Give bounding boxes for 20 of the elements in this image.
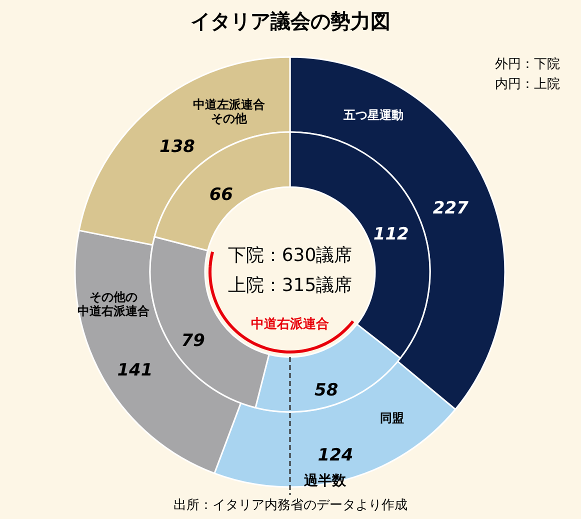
text: 内円：上院 bbox=[495, 77, 560, 92]
slice-label: 五つ星運動 bbox=[342, 108, 404, 122]
data-label: 138 bbox=[160, 136, 196, 157]
data-label: 79 bbox=[181, 331, 206, 352]
text: 上院：315議席 bbox=[228, 275, 352, 296]
text: 中道右派連合 bbox=[251, 316, 329, 332]
text: 出所：イタリア内務省のデータより作成 bbox=[174, 498, 408, 513]
data-label: 141 bbox=[117, 360, 153, 380]
text: 下院：630議席 bbox=[228, 245, 352, 266]
data-label: 112 bbox=[373, 224, 409, 245]
data-label: 227 bbox=[432, 198, 469, 219]
data-label: 66 bbox=[209, 185, 234, 206]
slice-label: 中道左派連合その他 bbox=[193, 98, 266, 126]
slice-label: その他の中道右派連合 bbox=[78, 290, 151, 318]
chart-title: イタリア議会の勢力図 bbox=[190, 9, 390, 33]
data-label: 58 bbox=[314, 380, 338, 400]
text: 過半数 bbox=[303, 473, 347, 489]
text: 外円：下院 bbox=[495, 57, 560, 72]
slice-label: 同盟 bbox=[380, 410, 404, 425]
data-label: 124 bbox=[318, 446, 354, 466]
